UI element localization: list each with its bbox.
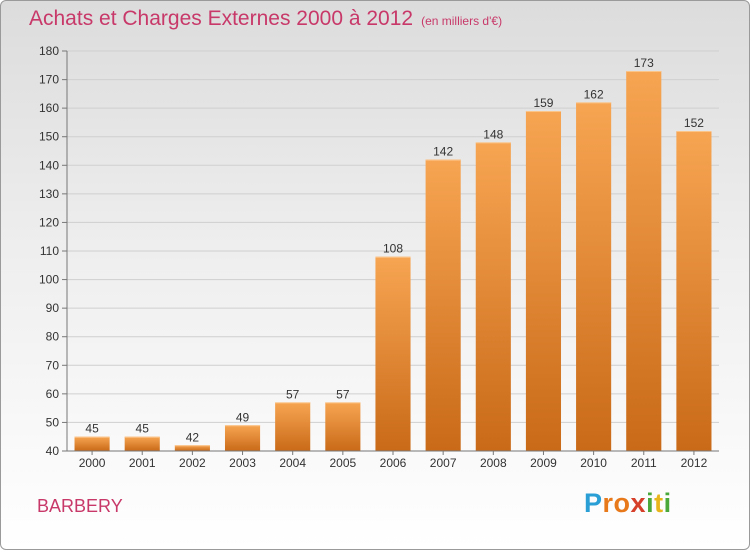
logo-letter: o (613, 488, 631, 518)
chart-title: Achats et Charges Externes 2000 à 2012 (e… (29, 7, 502, 31)
x-tick-label: 2000 (79, 456, 106, 470)
y-tick-label: 130 (39, 187, 59, 201)
y-tick-label: 150 (39, 130, 59, 144)
chart-title-text: Achats et Charges Externes 2000 à 2012 (29, 7, 414, 30)
bar (626, 71, 662, 451)
data-label: 57 (336, 387, 350, 401)
data-label: 49 (236, 410, 250, 424)
data-label: 45 (85, 422, 99, 436)
town-name: BARBERY (37, 496, 123, 516)
bar (576, 102, 612, 451)
y-tick-label: 100 (39, 273, 59, 287)
y-tick-label: 90 (46, 301, 60, 315)
y-tick-label: 180 (39, 44, 59, 58)
data-label: 148 (483, 127, 503, 141)
data-label: 108 (383, 242, 403, 256)
x-tick-label: 2011 (631, 456, 657, 470)
axes (62, 50, 719, 455)
logo-letter: t (654, 488, 664, 518)
bar (525, 111, 562, 451)
data-label: 159 (533, 96, 553, 110)
bar (425, 159, 461, 452)
x-tick-label: 2006 (380, 456, 407, 470)
bars (74, 71, 712, 452)
x-tick-label: 2002 (179, 456, 206, 470)
bar (325, 402, 361, 451)
proxiti-logo: Proxiti (584, 488, 672, 519)
logo-letter: P (584, 488, 603, 518)
y-tick-label: 120 (39, 215, 59, 229)
data-label: 152 (684, 116, 704, 130)
x-tick-label: 2004 (279, 456, 306, 470)
bar (676, 131, 712, 451)
y-tick-label: 140 (39, 158, 59, 172)
y-tick-label: 50 (46, 415, 60, 429)
y-tick-label: 110 (40, 244, 59, 258)
data-label: 42 (186, 430, 200, 444)
bar (375, 256, 411, 451)
x-tick-label: 2010 (580, 456, 607, 470)
x-tick-label: 2012 (681, 456, 708, 470)
labels: 40 50 60 70 80 90 100 110 120 130 140 150 160 170 180 4… (39, 44, 708, 470)
logo-letter: i (646, 488, 655, 518)
logo-letter: r (602, 488, 614, 518)
y-tick-label: 80 (46, 330, 60, 344)
y-tick-label: 60 (46, 387, 60, 401)
x-tick-label: 2001 (129, 456, 156, 470)
data-label: 173 (634, 56, 654, 70)
bar (74, 436, 110, 451)
bar (174, 445, 210, 451)
logo-letter: i (663, 488, 672, 518)
chart-subtitle: (en milliers d'€) (421, 14, 503, 28)
bar (224, 425, 261, 451)
logo-letter: x (630, 488, 647, 518)
y-tick-label: 170 (39, 73, 59, 87)
data-label: 57 (286, 387, 300, 401)
x-tick-label: 2005 (329, 456, 356, 470)
data-label: 142 (433, 145, 453, 159)
data-label: 162 (584, 87, 604, 101)
x-tick-label: 2009 (530, 456, 557, 470)
bar (275, 402, 311, 451)
x-tick-label: 2007 (430, 456, 457, 470)
x-tick-label: 2003 (229, 456, 256, 470)
data-label: 45 (136, 422, 150, 436)
bar (475, 142, 511, 451)
x-tick-label: 2008 (480, 456, 507, 470)
bar (124, 436, 160, 451)
y-tick-label: 160 (39, 101, 59, 115)
y-tick-label: 70 (46, 358, 60, 372)
y-tick-label: 40 (46, 444, 60, 458)
